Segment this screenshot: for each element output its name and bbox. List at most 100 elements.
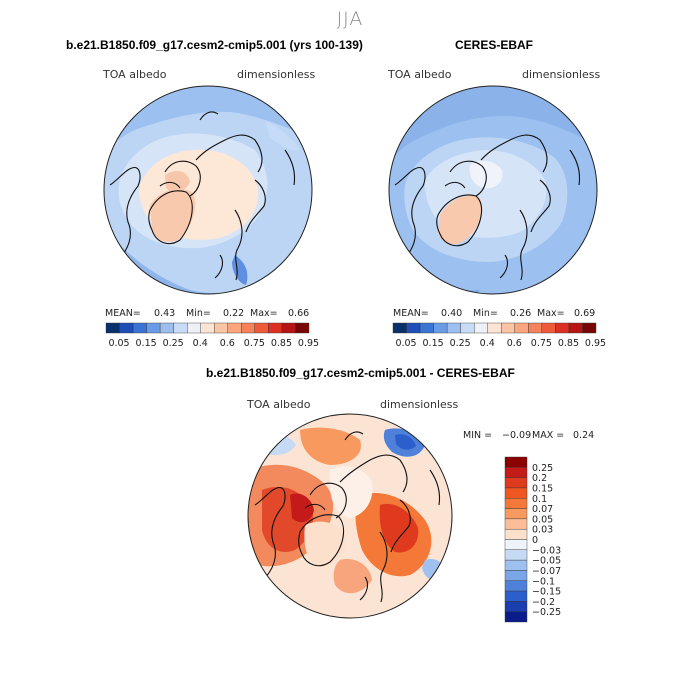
panel1-colorbar-box — [119, 322, 134, 334]
panel1-colorbar-tick-label: 0.05 — [108, 338, 129, 349]
panel2-colorbar-box — [555, 322, 570, 334]
panel2-max-value: 0.69 — [574, 308, 596, 319]
panel2-colorbar-box — [582, 322, 597, 334]
panel3-colorbar-tick-label: −0.2 — [532, 597, 555, 608]
panel3-colorbar-tick-label: 0.03 — [532, 525, 553, 536]
panel1-colorbar-box — [146, 322, 161, 334]
panel2-colorbar-box — [406, 322, 421, 334]
panel2-colorbar-tick-label: 0.15 — [423, 338, 444, 349]
panel2-coastlines — [394, 134, 581, 281]
panel3-colorbar-box — [504, 539, 528, 551]
panel3-colorbar-tick-label: −0.1 — [532, 576, 555, 587]
panel3-colorbar-tick-label: 0.07 — [532, 504, 553, 515]
panel3-colorbar-box — [504, 508, 528, 520]
panel2-colorbar-box — [528, 322, 543, 334]
panel3-colorbar-box — [504, 590, 528, 602]
panel1-min-label: Min= — [186, 308, 211, 319]
panel3-max-value: 0.24 — [573, 430, 595, 441]
panel1-colorbar-box — [173, 322, 188, 334]
panel2-mean-value: 0.40 — [441, 308, 463, 319]
panel3-colorbar-box — [504, 467, 528, 478]
panel1-colorbar-box — [186, 322, 201, 334]
panel2-colorbar-tick-label: 0.05 — [395, 338, 416, 349]
panel1-coastlines — [109, 111, 296, 281]
panel3-colorbar-box — [504, 487, 528, 499]
panel3-colorbar-tick-label: −0.25 — [532, 607, 561, 618]
panel2-colorbar-box — [568, 322, 583, 334]
panel2-colorbar-box — [501, 322, 516, 334]
panel2-colorbar-box — [419, 322, 434, 334]
panel2-colorbar-box — [514, 322, 529, 334]
panel1-colorbar-tick-label: 0.95 — [298, 338, 319, 349]
panel2-colorbar-box — [487, 322, 502, 334]
panel3-colorbar-tick-label: 0.15 — [532, 483, 553, 494]
panel1-colorbar-box — [200, 322, 215, 334]
panel1-colorbar-tick-label: 0.15 — [136, 338, 157, 349]
panel2-min-value: 0.26 — [510, 308, 532, 319]
panel1-colorbar-tick-label: 0.6 — [220, 338, 235, 349]
panel2-colorbar-tick-label: 0.85 — [558, 338, 579, 349]
panel3-colorbar-tick-label: −0.15 — [532, 587, 561, 598]
panel1-colorbar-tick-label: 0.75 — [244, 338, 265, 349]
panel3-colorbar-tick-label: 0.1 — [532, 494, 547, 505]
panel1-title: b.e21.B1850.f09_g17.cesm2-cmip5.001 (yrs… — [66, 38, 363, 52]
panel2-colorbar-tick-label: 0.75 — [531, 338, 552, 349]
panel1-colorbar-box — [214, 322, 229, 334]
panel2-mean-label: MEAN= — [393, 308, 429, 319]
panel1-colorbar-box — [281, 322, 296, 334]
panel3-title: b.e21.B1850.f09_g17.cesm2-cmip5.001 - CE… — [206, 366, 515, 380]
panel1-albedo-field — [104, 86, 312, 294]
panel1-colorbar: 0.05 0.15 0.25 0.4 0.6 0.75 0.85 0.95 — [105, 322, 319, 349]
panel3-max-label: MAX = — [532, 430, 565, 441]
panel1-colorbar-box — [295, 322, 310, 334]
panel1-colorbar-tick-label: 0.25 — [163, 338, 184, 349]
panel2-units-label: dimensionless — [522, 68, 601, 81]
panel2-max-label: Max= — [537, 308, 565, 319]
panel3-colorbar-box — [504, 477, 528, 489]
panel3-min-value: −0.09 — [502, 430, 532, 441]
panel3-colorbar-tick-label: 0 — [532, 535, 538, 546]
panel1-min-value: 0.22 — [223, 308, 245, 319]
panel1-colorbar-box — [227, 322, 242, 334]
panel2-colorbar-tick-label: 0.4 — [480, 338, 495, 349]
panel1-colorbar-tick-label: 0.4 — [193, 338, 208, 349]
panel3-colorbar-tick-label: 0.2 — [532, 473, 547, 484]
panel1-colorbar-box — [105, 322, 120, 334]
panel1-variable-label: TOA albedo — [103, 68, 167, 81]
panel2-colorbar-tick-label: 0.95 — [585, 338, 606, 349]
panel2-colorbar-box — [460, 322, 475, 334]
panel2-variable-label: TOA albedo — [388, 68, 452, 81]
panel1-colorbar-box — [241, 322, 256, 334]
panel1-units-label: dimensionless — [237, 68, 316, 81]
panel3-variable-label: TOA albedo — [247, 398, 311, 411]
panel3-min-label: MIN = — [463, 430, 493, 441]
panel2-colorbar: 0.05 0.15 0.25 0.4 0.6 0.75 0.85 0.95 — [392, 322, 606, 349]
panel2-min-label: Min= — [473, 308, 498, 319]
panel1-colorbar-tick-label: 0.85 — [271, 338, 292, 349]
panel2-colorbar-box — [446, 322, 461, 334]
panel3-colorbar-box — [504, 601, 528, 612]
panel2-colorbar-box — [392, 322, 407, 334]
panel3-colorbar-box — [504, 570, 528, 581]
panel3-colorbar-box — [504, 498, 528, 509]
season-title: JJA — [336, 8, 364, 30]
panel2-colorbar-box — [433, 322, 448, 334]
panel3-colorbar-box — [504, 528, 528, 540]
panel2-title: CERES-EBAF — [455, 38, 534, 52]
panel3-coastlines — [254, 431, 441, 603]
panel1-colorbar-box — [268, 322, 283, 334]
panel3-colorbar-tick-label: −0.07 — [532, 566, 561, 577]
panel2-colorbar-tick-label: 0.25 — [450, 338, 471, 349]
panel1-colorbar-box — [254, 322, 269, 334]
panel2-colorbar-tick-label: 0.6 — [507, 338, 522, 349]
panel2-colorbar-box — [473, 322, 488, 334]
panel1-mean-value: 0.43 — [154, 308, 176, 319]
panel3-colorbar-box — [504, 611, 528, 623]
panel1-max-label: Max= — [250, 308, 278, 319]
panel3-colorbar-box — [504, 559, 528, 571]
panel3-colorbar-tick-label: −0.03 — [532, 545, 561, 556]
panel3-colorbar-box — [504, 518, 528, 530]
panel3-colorbar-box — [504, 549, 528, 561]
panel1-max-value: 0.66 — [288, 308, 310, 319]
